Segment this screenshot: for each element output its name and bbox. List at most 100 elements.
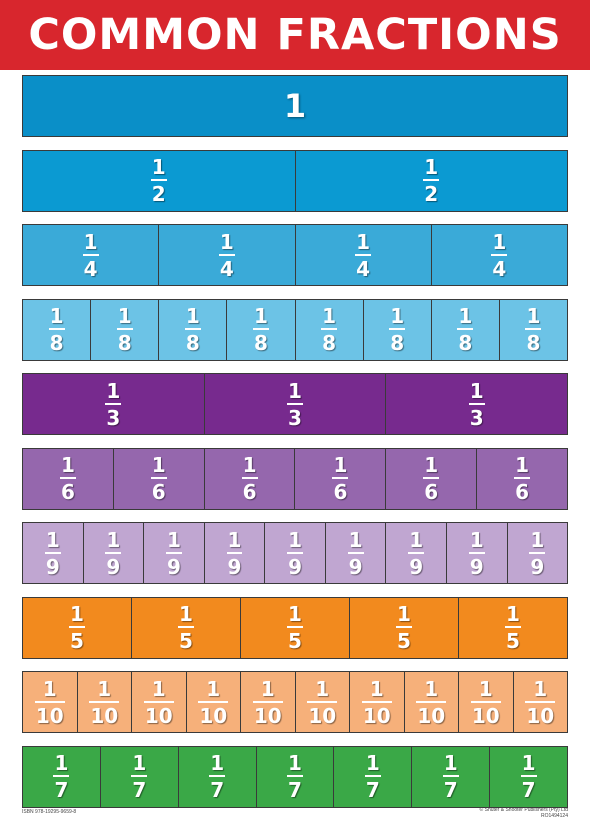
numerator: 1	[45, 527, 60, 552]
denominator: 8	[321, 328, 338, 353]
fraction-cell: 1 10	[405, 672, 459, 732]
denominator: 10	[34, 700, 65, 726]
numerator: 1	[365, 751, 380, 775]
denominator: 9	[44, 551, 61, 577]
denominator: 9	[105, 551, 122, 577]
numerator: 1	[390, 304, 405, 328]
numerator: 1	[530, 527, 545, 552]
denominator: 4	[355, 253, 372, 279]
fraction-label: 1 10	[470, 676, 501, 726]
denominator: 8	[116, 328, 133, 353]
numerator: 1	[70, 602, 84, 626]
fraction-label: 1 10	[307, 679, 338, 726]
numerator: 1	[478, 676, 493, 701]
denominator: 2	[150, 179, 167, 204]
denominator: 9	[529, 551, 546, 577]
fraction-label: 1 10	[89, 676, 120, 726]
numerator: 1	[206, 676, 221, 701]
numerator: 1	[443, 751, 458, 775]
numerator: 1	[288, 602, 302, 626]
numerator: 1	[424, 453, 439, 477]
numerator: 1	[42, 676, 57, 701]
numerator: 1	[185, 304, 200, 328]
numerator: 1	[106, 527, 121, 552]
denominator: 8	[457, 328, 474, 353]
denominator: 6	[59, 477, 76, 502]
fraction-label: 1 10	[198, 676, 229, 726]
fraction-cell: 1 10	[350, 672, 405, 732]
numerator: 1	[533, 676, 548, 701]
denominator: 9	[408, 551, 425, 577]
numerator: 1	[458, 304, 473, 328]
page-title: COMMON FRACTIONS	[28, 10, 562, 60]
numerator: 1	[288, 527, 302, 552]
fraction-label: 1 10	[143, 679, 174, 726]
denominator: 9	[468, 551, 485, 577]
numerator: 1	[83, 229, 98, 254]
numerator: 1	[97, 676, 112, 701]
denominator: 7	[520, 775, 537, 800]
fraction-cell: 1 10	[23, 672, 78, 732]
denominator: 2	[423, 179, 440, 204]
numerator: 1	[60, 453, 75, 477]
numerator: 1	[348, 527, 363, 552]
numerator: 1	[106, 378, 121, 403]
denominator: 9	[287, 551, 303, 577]
denominator: 10	[89, 700, 120, 726]
denominator: 9	[347, 551, 364, 577]
numerator: 1	[54, 751, 69, 775]
fraction-row-tenths: 1 10 1 10 1 10 1 10 1 10 1 10 1 10 1 10 1 10 1 10	[22, 671, 568, 733]
numerator: 1	[424, 676, 439, 701]
publisher-credit: © Shuter & Shooter Publishers (Pty) Ltd …	[480, 807, 568, 819]
denominator: 7	[131, 775, 148, 800]
fraction-cell: 1 10	[459, 672, 514, 732]
denominator: 10	[198, 700, 229, 726]
denominator: 6	[241, 477, 258, 502]
denominator: 6	[514, 477, 531, 502]
denominator: 5	[396, 626, 412, 651]
